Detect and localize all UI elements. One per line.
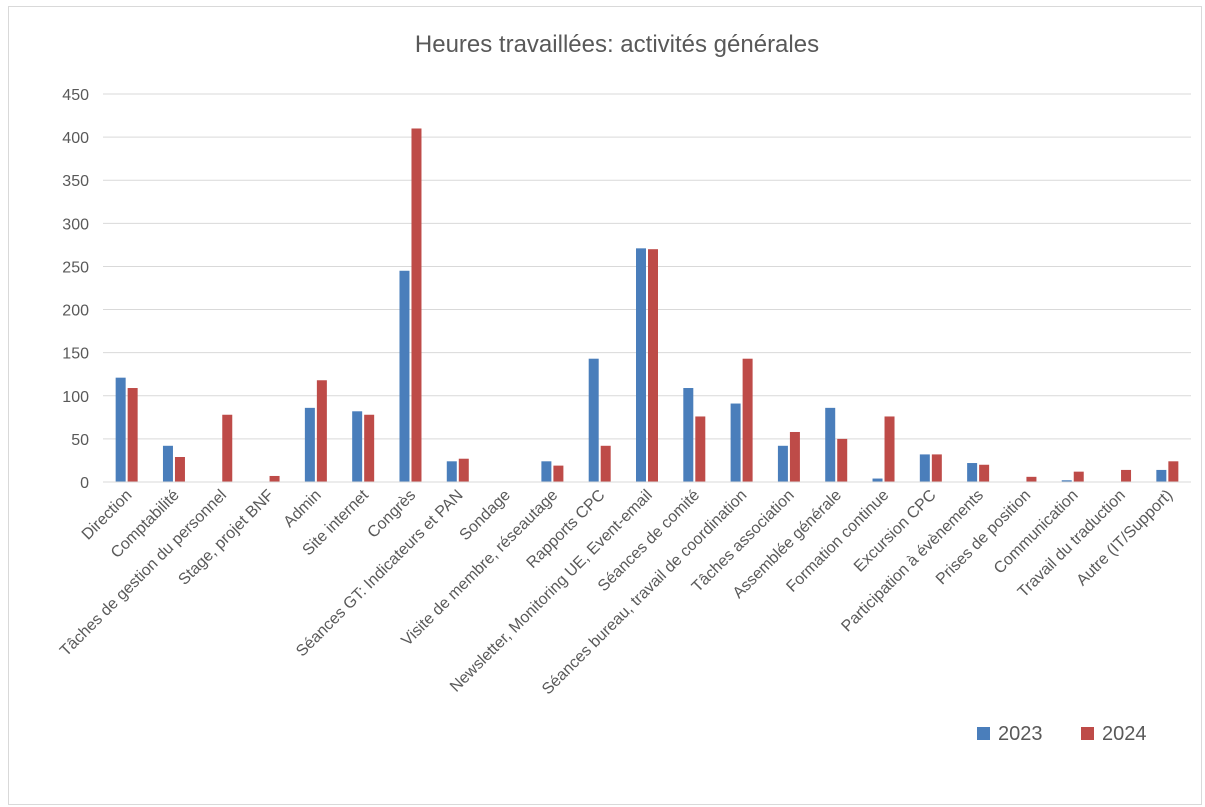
bar-2023-20 xyxy=(1061,480,1072,482)
bar-2023-4 xyxy=(304,407,315,482)
chart-frame: Heures travaillées: activités générales … xyxy=(8,6,1202,805)
bar-2023-6 xyxy=(399,270,410,482)
bar-2024-22 xyxy=(1168,461,1179,482)
bar-2024-12 xyxy=(695,416,706,482)
y-tick-label: 100 xyxy=(62,389,89,406)
bar-2023-18 xyxy=(967,463,978,482)
y-tick-label: 50 xyxy=(71,432,89,449)
bar-2023-7 xyxy=(446,461,457,482)
bar-2024-0 xyxy=(127,388,138,482)
bar-2023-14 xyxy=(777,445,788,482)
bar-2024-16 xyxy=(884,416,895,482)
bar-2023-22 xyxy=(1156,469,1167,482)
bar-2024-4 xyxy=(316,380,327,482)
y-tick-label: 0 xyxy=(80,475,89,492)
bar-2024-17 xyxy=(931,454,942,482)
bar-2023-10 xyxy=(588,358,599,482)
bar-2023-12 xyxy=(683,388,694,482)
gridlines xyxy=(103,93,1191,440)
y-tick-label: 350 xyxy=(62,173,89,190)
bar-2024-20 xyxy=(1073,471,1084,482)
bar-2024-19 xyxy=(1026,476,1037,482)
bar-2023-13 xyxy=(730,403,741,482)
x-category-label: Communication xyxy=(991,487,1082,578)
legend-label-2024: 2024 xyxy=(1102,723,1147,745)
bar-2023-9 xyxy=(541,461,552,482)
bar-2024-14 xyxy=(789,431,800,482)
x-category-label: Excursion CPC xyxy=(851,487,940,576)
x-category-label: Admin xyxy=(281,487,325,531)
bar-2024-5 xyxy=(364,414,375,482)
bar-2023-11 xyxy=(636,248,646,482)
y-tick-label: 400 xyxy=(62,130,89,147)
legend: 2023 2024 xyxy=(977,723,1147,745)
chart-title: Heures travaillées: activités générales xyxy=(415,31,819,58)
bar-2024-2 xyxy=(222,414,233,482)
y-tick-label: 250 xyxy=(62,259,89,276)
bar-2024-21 xyxy=(1121,469,1132,482)
bar-2024-1 xyxy=(174,456,185,482)
legend-swatch-2023 xyxy=(977,727,990,740)
bar-2024-15 xyxy=(837,438,848,482)
bars xyxy=(115,128,1179,482)
y-axis-ticks: 0 50 100 150 200 250 300 350 400 450 xyxy=(62,87,89,492)
bar-2024-10 xyxy=(600,445,611,482)
bar-2024-6 xyxy=(411,128,422,482)
legend-label-2023: 2023 xyxy=(998,723,1043,745)
bar-2023-17 xyxy=(919,454,930,482)
y-tick-label: 200 xyxy=(62,303,89,320)
bar-2023-16 xyxy=(872,478,883,482)
bar-2023-5 xyxy=(352,411,363,482)
bar-2024-3 xyxy=(269,475,280,482)
y-tick-label: 150 xyxy=(62,346,89,363)
bar-2024-13 xyxy=(742,358,753,482)
y-tick-label: 300 xyxy=(62,216,89,233)
bar-2023-0 xyxy=(115,377,126,482)
y-tick-label: 450 xyxy=(62,87,89,104)
bar-2024-18 xyxy=(979,464,990,482)
legend-swatch-2024 xyxy=(1081,727,1094,740)
bar-chart: Heures travaillées: activités générales … xyxy=(57,31,1191,745)
bar-2024-7 xyxy=(458,458,469,482)
bar-2024-9 xyxy=(553,465,564,482)
bar-2023-15 xyxy=(825,407,836,482)
bar-2024-11 xyxy=(648,249,658,482)
bar-2023-1 xyxy=(162,445,173,482)
